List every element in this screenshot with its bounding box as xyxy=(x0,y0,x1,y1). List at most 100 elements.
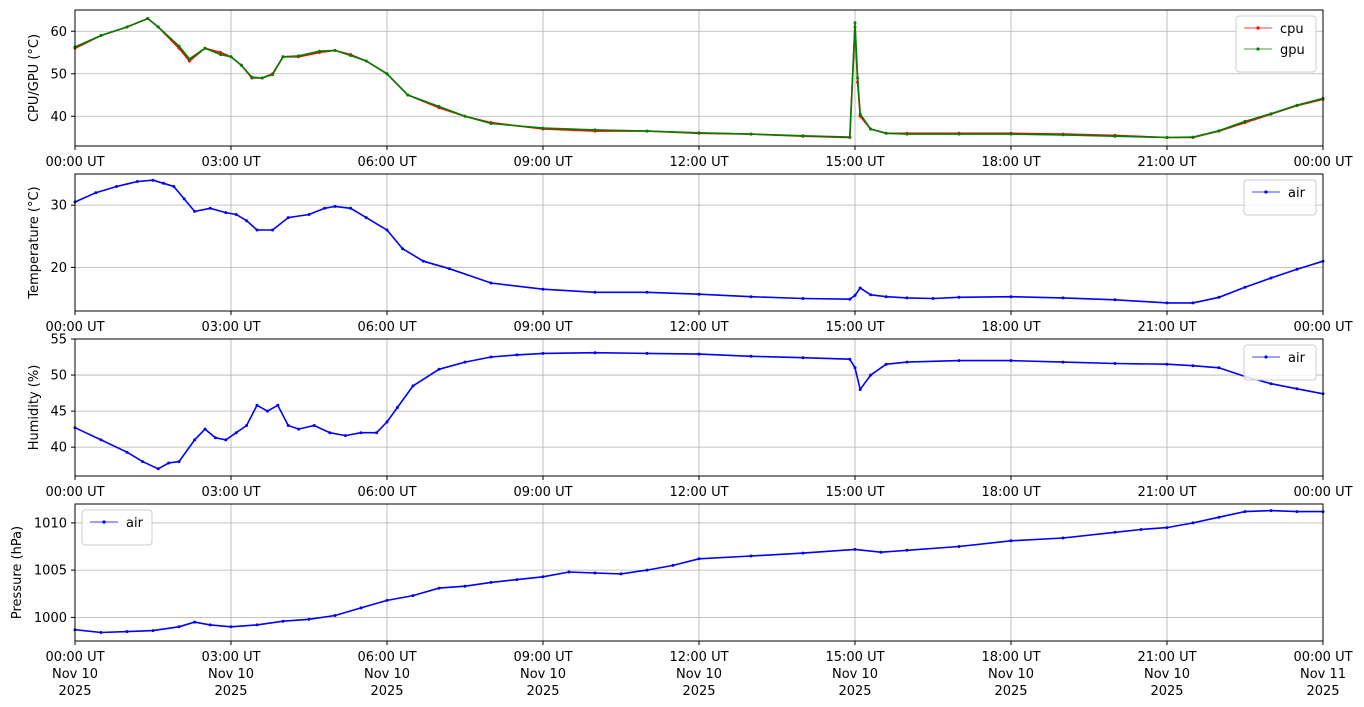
data-point xyxy=(541,575,545,579)
data-point xyxy=(749,554,753,558)
data-point xyxy=(645,568,649,572)
data-point xyxy=(177,44,181,48)
data-point xyxy=(1061,133,1065,137)
x-tick-date-label: Nov 10 xyxy=(208,667,254,682)
data-point xyxy=(1061,360,1065,364)
y-tick-label: 40 xyxy=(50,110,67,125)
legend-box xyxy=(1243,344,1317,381)
x-tick-label: 21:00 UT xyxy=(1137,320,1196,335)
data-point xyxy=(203,427,207,431)
data-point xyxy=(375,431,379,435)
x-tick-date-label: Nov 10 xyxy=(1144,667,1190,682)
data-point xyxy=(229,55,233,59)
data-point xyxy=(848,135,852,139)
data-point xyxy=(151,629,155,633)
data-point xyxy=(515,353,519,357)
legend-box xyxy=(1243,179,1317,216)
x-tick-date-label: Nov 10 xyxy=(988,667,1034,682)
data-point xyxy=(1113,362,1117,365)
legend-marker-air xyxy=(1264,355,1268,359)
chart-panel-1: 40 50 60 00:00 UT 03:00 UT 06:00 UT 09:00 UT 12… xyxy=(27,9,1353,170)
data-point xyxy=(1295,267,1299,271)
data-point xyxy=(541,126,545,130)
data-point xyxy=(1165,362,1169,366)
data-point xyxy=(364,216,368,220)
data-point xyxy=(1269,112,1273,116)
legend-label-air: air xyxy=(1288,186,1306,201)
data-point xyxy=(869,373,873,377)
data-point xyxy=(333,204,337,208)
x-tick-label: 03:00 UT xyxy=(201,485,260,500)
data-point xyxy=(1165,136,1169,139)
data-point xyxy=(297,54,301,58)
y-tick-label: 1010 xyxy=(34,516,67,531)
data-point xyxy=(463,114,467,118)
chart-panel-3: 40 45 50 55 00:00 UT 03:00 UT 06:00 UT 09:00 UT… xyxy=(27,333,1353,501)
x-tick-label: 00:00 UT xyxy=(1293,650,1352,665)
data-point xyxy=(343,434,347,438)
legend-box xyxy=(1235,15,1317,73)
data-point xyxy=(234,431,238,435)
data-point xyxy=(848,297,852,301)
data-point xyxy=(187,57,191,61)
x-tick-label: 03:00 UT xyxy=(201,155,260,170)
x-tick-year-label: 2025 xyxy=(1150,684,1183,699)
series-line-air xyxy=(74,179,1324,304)
data-point xyxy=(245,424,249,427)
data-point xyxy=(1009,359,1013,363)
x-tick-label: 00:00 UT xyxy=(45,320,104,335)
x-tick-label: 00:00 UT xyxy=(45,155,104,170)
data-point xyxy=(203,46,207,50)
data-point xyxy=(401,247,405,251)
data-point xyxy=(1243,510,1247,514)
data-point xyxy=(182,197,186,201)
x-tick-label: 21:00 UT xyxy=(1137,155,1196,170)
y-tick-label: 50 xyxy=(50,67,67,82)
x-tick-year-label: 2025 xyxy=(526,684,559,699)
x-tick-label: 06:00 UT xyxy=(357,320,416,335)
data-point xyxy=(957,359,961,363)
data-point xyxy=(853,293,857,297)
data-point xyxy=(447,267,451,271)
data-point xyxy=(239,63,243,67)
data-point xyxy=(125,450,129,454)
data-point xyxy=(359,431,363,435)
data-point xyxy=(1217,129,1221,133)
data-point xyxy=(421,259,425,263)
x-tick-label: 03:00 UT xyxy=(201,650,260,665)
data-point xyxy=(172,185,176,188)
data-point xyxy=(437,586,441,590)
legend: air xyxy=(81,509,153,546)
data-point xyxy=(1165,301,1169,305)
y-axis-label: Pressure (hPa) xyxy=(10,526,25,619)
data-point xyxy=(848,357,852,361)
data-point xyxy=(349,54,353,57)
data-point xyxy=(229,625,233,629)
data-point xyxy=(869,127,873,131)
chart-panel-2: 20 30 00:00 UT 03:00 UT 06:00 UT 09:00 UT 12:0… xyxy=(27,173,1353,335)
data-point xyxy=(1295,510,1299,514)
data-point xyxy=(234,213,238,216)
data-point xyxy=(1217,515,1221,519)
data-point xyxy=(224,438,228,442)
data-point xyxy=(177,625,181,629)
data-point xyxy=(884,131,888,135)
data-point xyxy=(271,228,275,232)
data-point xyxy=(224,211,228,215)
data-point xyxy=(219,53,223,57)
data-point xyxy=(541,351,545,355)
data-point xyxy=(858,388,862,391)
data-point xyxy=(317,49,321,53)
data-point xyxy=(219,51,223,54)
data-point xyxy=(593,290,597,294)
data-point xyxy=(1113,530,1117,534)
x-tick-label: 15:00 UT xyxy=(825,155,884,170)
data-point xyxy=(286,216,290,220)
data-point xyxy=(541,287,545,291)
data-point xyxy=(489,122,493,125)
x-tick-date-label: Nov 11 xyxy=(1300,667,1346,682)
data-point xyxy=(276,403,280,407)
x-tick-label: 18:00 UT xyxy=(981,320,1040,335)
data-point xyxy=(879,550,883,554)
